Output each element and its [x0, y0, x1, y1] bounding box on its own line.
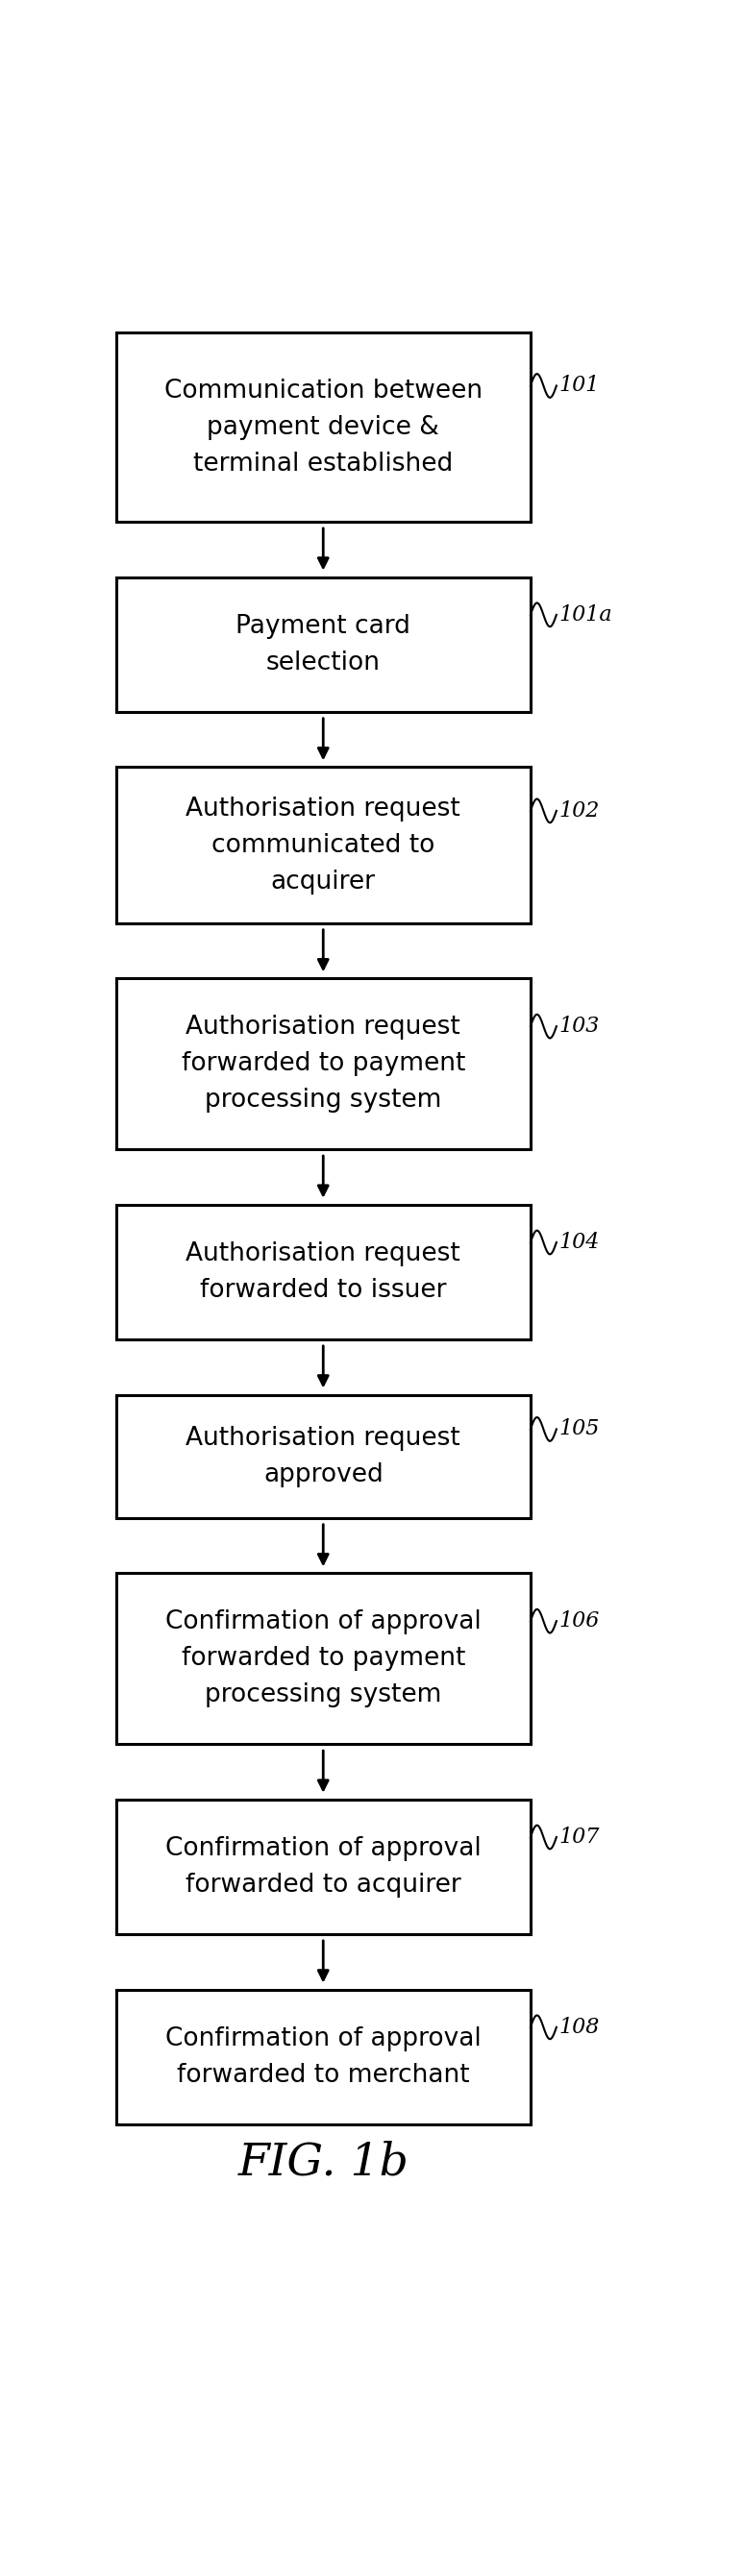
- Text: 103: 103: [559, 1015, 600, 1038]
- Text: Confirmation of approval
forwarded to merchant: Confirmation of approval forwarded to me…: [165, 2027, 481, 2087]
- Bar: [116, 1801, 531, 1935]
- Text: 102: 102: [559, 801, 600, 822]
- Text: Authorisation request
communicated to
acquirer: Authorisation request communicated to ac…: [186, 796, 461, 894]
- Text: 101: 101: [559, 376, 600, 397]
- Bar: [116, 577, 531, 711]
- Text: 107: 107: [559, 1826, 600, 1847]
- Text: 108: 108: [559, 2017, 600, 2038]
- Text: Payment card
selection: Payment card selection: [236, 613, 411, 675]
- Bar: [116, 1206, 531, 1340]
- Text: Confirmation of approval
forwarded to acquirer: Confirmation of approval forwarded to ac…: [165, 1837, 481, 1899]
- Text: Authorisation request
approved: Authorisation request approved: [186, 1425, 461, 1486]
- Text: Communication between
payment device &
terminal established: Communication between payment device & t…: [164, 379, 482, 477]
- Text: 101a: 101a: [559, 605, 613, 626]
- Text: 105: 105: [559, 1419, 600, 1440]
- Text: 106: 106: [559, 1610, 600, 1631]
- Text: Authorisation request
forwarded to issuer: Authorisation request forwarded to issue…: [186, 1242, 461, 1303]
- Bar: [116, 332, 531, 520]
- Text: Confirmation of approval
forwarded to payment
processing system: Confirmation of approval forwarded to pa…: [165, 1610, 481, 1708]
- Bar: [116, 1989, 531, 2125]
- Bar: [116, 1574, 531, 1744]
- Bar: [116, 768, 531, 922]
- Text: 104: 104: [559, 1231, 600, 1252]
- Bar: [116, 1394, 531, 1517]
- Bar: [116, 979, 531, 1149]
- Text: Authorisation request
forwarded to payment
processing system: Authorisation request forwarded to payme…: [181, 1015, 465, 1113]
- Text: FIG. 1b: FIG. 1b: [238, 2141, 409, 2184]
